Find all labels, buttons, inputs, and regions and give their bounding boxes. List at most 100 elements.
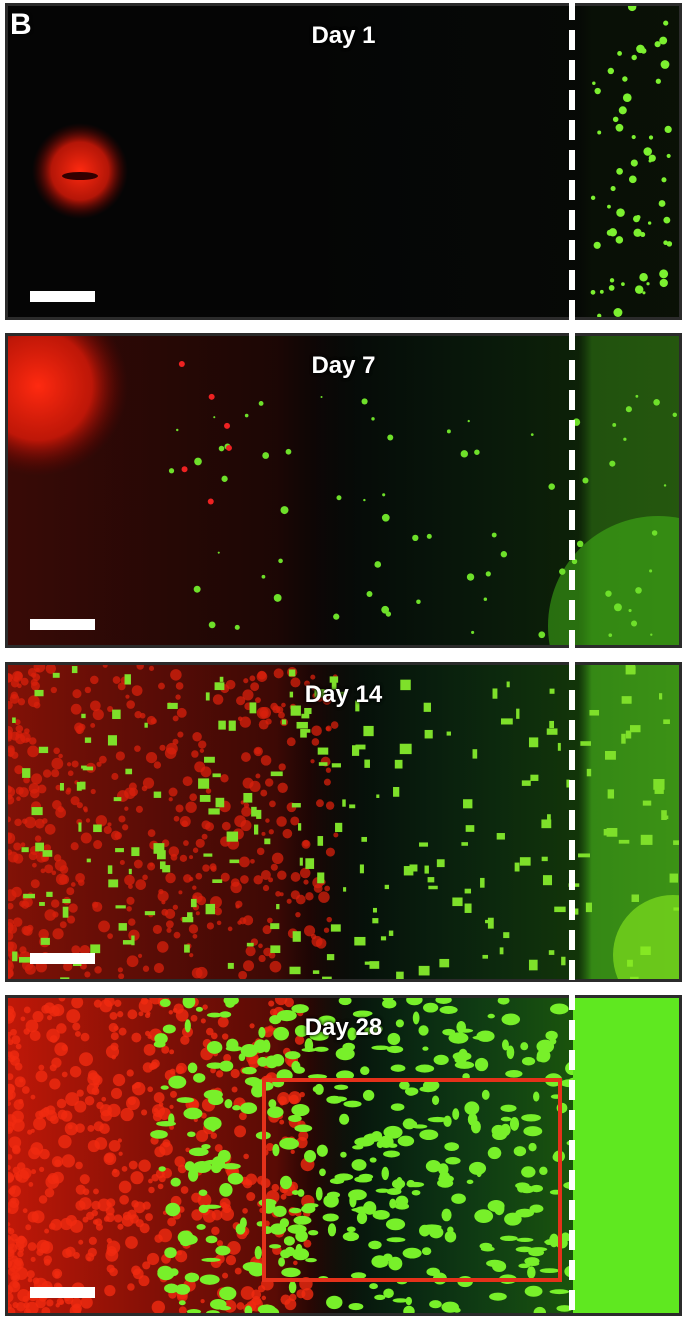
texture (549, 688, 555, 694)
texture (464, 888, 472, 894)
texture (71, 666, 78, 674)
texture (251, 1084, 265, 1098)
texture (84, 1095, 95, 1106)
texture (346, 1226, 356, 1233)
texture (144, 1030, 151, 1037)
texture (226, 831, 239, 842)
texture (387, 1032, 401, 1046)
texture (61, 1154, 75, 1168)
texture (549, 1038, 557, 1045)
texture (426, 533, 432, 539)
texture (342, 799, 346, 807)
texture (175, 682, 184, 690)
texture (23, 776, 30, 784)
texture (548, 516, 679, 645)
texture (220, 1207, 234, 1221)
texture (208, 1095, 224, 1106)
texture (205, 1235, 218, 1244)
texture (277, 870, 287, 880)
texture (117, 1011, 124, 1018)
texture (95, 815, 108, 827)
texture (265, 1142, 275, 1152)
texture (664, 125, 672, 134)
texture (263, 947, 272, 957)
scale-bar (30, 291, 95, 302)
texture (61, 1044, 68, 1051)
texture (634, 285, 644, 294)
texture (607, 204, 611, 209)
texture (290, 816, 300, 826)
texture (55, 784, 62, 791)
texture (22, 1208, 28, 1214)
texture (293, 1260, 298, 1266)
texture (262, 1039, 271, 1053)
panel-title: Day 28 (304, 1014, 383, 1041)
texture (170, 1177, 181, 1187)
texture (250, 858, 255, 864)
texture (127, 1209, 137, 1220)
texture (226, 1241, 241, 1255)
texture (153, 1040, 166, 1048)
texture (8, 902, 14, 910)
texture (268, 1000, 275, 1007)
texture (529, 1204, 544, 1213)
texture (521, 1166, 536, 1178)
texture (55, 873, 68, 886)
texture (72, 689, 82, 699)
texture (269, 1244, 282, 1249)
texture (52, 928, 64, 940)
texture (178, 1306, 187, 1313)
texture (289, 1207, 302, 1214)
texture (394, 1202, 410, 1210)
texture (363, 1201, 377, 1215)
texture (73, 1251, 80, 1259)
texture (594, 87, 601, 95)
texture (461, 842, 469, 846)
texture (182, 776, 193, 787)
texture (234, 1125, 247, 1138)
texture (169, 1090, 178, 1098)
texture (422, 1079, 440, 1091)
texture (181, 820, 189, 827)
texture (125, 768, 133, 775)
texture (331, 763, 341, 768)
texture (49, 1005, 60, 1017)
texture (183, 1107, 203, 1120)
texture (255, 697, 261, 704)
texture (66, 1009, 81, 1024)
texture (128, 868, 132, 875)
texture (521, 1114, 542, 1122)
texture (631, 894, 640, 902)
texture (152, 1112, 163, 1122)
texture (115, 905, 126, 909)
texture (8, 1008, 16, 1021)
texture (607, 67, 615, 75)
texture (194, 457, 202, 466)
texture (479, 1242, 493, 1250)
texture (165, 872, 176, 884)
texture (550, 1003, 569, 1015)
texture (257, 1285, 266, 1293)
texture (8, 851, 19, 863)
texture (82, 766, 94, 771)
texture (42, 769, 52, 778)
texture (487, 1146, 502, 1160)
texture (349, 804, 356, 809)
texture (333, 832, 339, 838)
texture (126, 700, 136, 709)
texture (264, 838, 271, 845)
texture (193, 1073, 206, 1083)
texture (33, 1117, 47, 1131)
texture (185, 1147, 190, 1153)
texture (314, 689, 325, 698)
texture (139, 1223, 150, 1234)
texture (18, 1098, 24, 1105)
texture (159, 861, 166, 870)
texture (156, 941, 169, 953)
texture (255, 773, 261, 779)
texture (178, 360, 185, 367)
texture (178, 1300, 186, 1306)
texture (205, 788, 212, 794)
texture (90, 944, 101, 954)
texture (118, 1180, 132, 1194)
